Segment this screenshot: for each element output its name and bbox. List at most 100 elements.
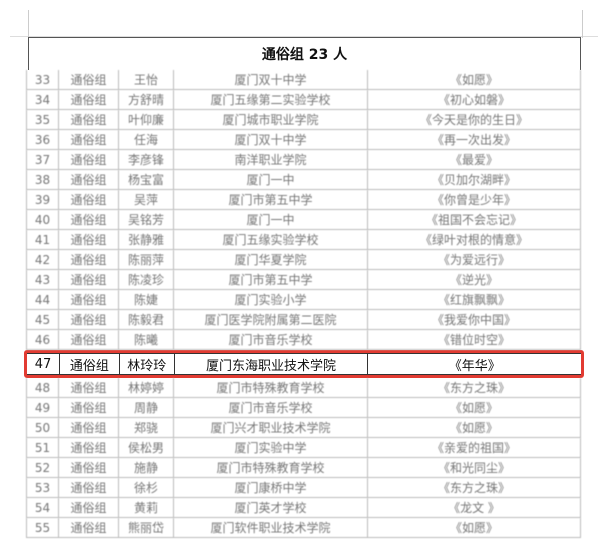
cell-song: 《逆光》 <box>367 270 581 289</box>
cell-school: 厦门一中 <box>173 210 367 229</box>
cell-number: 52 <box>26 458 58 477</box>
cell-group: 通俗组 <box>58 310 118 329</box>
cell-song: 《亲爱的祖国》 <box>367 438 581 457</box>
table-row: 44 通俗组 陈婕 厦门实验小学 《红旗飘飘》 <box>26 290 581 310</box>
table-row: 46 通俗组 陈曦 厦门市音乐学校 《错位时空》 <box>26 330 581 350</box>
cell-song: 《最爱》 <box>367 150 581 169</box>
cell-group: 通俗组 <box>58 210 118 229</box>
cell-number: 53 <box>26 478 58 497</box>
table-row: 48 通俗组 林婷婷 厦门市特殊教育学校 《东方之珠》 <box>26 378 581 398</box>
cell-number: 55 <box>26 518 58 537</box>
cell-group: 通俗组 <box>58 270 118 289</box>
cell-number: 43 <box>26 270 58 289</box>
cell-song: 《年华》 <box>367 354 581 374</box>
cell-group: 通俗组 <box>58 478 118 497</box>
cell-group: 通俗组 <box>58 518 118 537</box>
cell-song: 《今天是你的生日》 <box>367 110 581 129</box>
cell-number: 37 <box>26 150 58 169</box>
table-row: 53 通俗组 徐杉 厦门康桥中学 《东方之珠》 <box>26 478 581 498</box>
cell-name: 徐杉 <box>118 478 173 497</box>
cell-school: 厦门五缘实验学校 <box>173 230 367 249</box>
cell-song: 《龙文 》 <box>367 498 581 517</box>
cell-school: 厦门城市职业学院 <box>173 110 367 129</box>
cell-number: 40 <box>26 210 58 229</box>
cell-song: 《你曾是少年》 <box>367 190 581 209</box>
cell-number: 33 <box>26 70 58 89</box>
cell-song: 《东方之珠》 <box>367 478 581 497</box>
cell-school: 厦门英才学校 <box>173 498 367 517</box>
cell-name: 杨宝富 <box>118 170 173 189</box>
cell-name: 吴铭芳 <box>118 210 173 229</box>
cell-song: 《如愿》 <box>367 398 581 417</box>
cell-name: 陈凌珍 <box>118 270 173 289</box>
page-edge-line <box>10 36 598 37</box>
highlighted-row-box: 47 通俗组 林玲玲 厦门东海职业技术学院 《年华》 <box>24 350 584 378</box>
cell-name: 周静 <box>118 398 173 417</box>
table-row: 41 通俗组 张静雅 厦门五缘实验学校 《绿叶对根的情意》 <box>26 230 581 250</box>
table-row: 40 通俗组 吴铭芳 厦门一中 《祖国不会忘记》 <box>26 210 581 230</box>
cell-group: 通俗组 <box>58 130 118 149</box>
table-row: 39 通俗组 吴萍 厦门市第五中学 《你曾是少年》 <box>26 190 581 210</box>
cell-name: 张静雅 <box>118 230 173 249</box>
cell-group: 通俗组 <box>58 438 118 457</box>
cell-group: 通俗组 <box>58 190 118 209</box>
cell-name: 施静 <box>118 458 173 477</box>
cell-group: 通俗组 <box>58 250 118 269</box>
table-row: 52 通俗组 施静 厦门市特殊教育学校 《和光同尘》 <box>26 458 581 478</box>
cell-name: 林婷婷 <box>118 378 173 397</box>
cell-group: 通俗组 <box>58 418 118 437</box>
cell-name: 林玲玲 <box>118 354 174 374</box>
cell-name: 叶仰廉 <box>118 110 173 129</box>
cell-group: 通俗组 <box>58 230 118 249</box>
cell-song: 《错位时空》 <box>367 330 581 349</box>
cell-name: 陈丽萍 <box>118 250 173 269</box>
cell-number: 46 <box>26 330 58 349</box>
cell-song: 《和光同尘》 <box>367 458 581 477</box>
cell-number: 47 <box>34 356 52 372</box>
cell-number: 50 <box>26 418 58 437</box>
table-row: 42 通俗组 陈丽萍 厦门华夏学院 《为爱远行》 <box>26 250 581 270</box>
cell-group: 通俗组 <box>58 150 118 169</box>
cell-song: 《贝加尔湖畔》 <box>367 170 581 189</box>
cell-number: 36 <box>26 130 58 149</box>
cell-group: 通俗组 <box>58 398 118 417</box>
cell-school: 厦门一中 <box>173 170 367 189</box>
table-row: 38 通俗组 杨宝富 厦门一中 《贝加尔湖畔》 <box>26 170 581 190</box>
cell-song: 《再一次出发》 <box>367 130 581 149</box>
cell-group: 通俗组 <box>58 170 118 189</box>
cell-school: 厦门市音乐学校 <box>173 398 367 417</box>
cell-school: 厦门双十中学 <box>173 70 367 89</box>
highlighted-table-row: 47 通俗组 林玲玲 厦门东海职业技术学院 《年华》 <box>27 353 581 375</box>
cell-group: 通俗组 <box>58 458 118 477</box>
table-row: 35 通俗组 叶仰廉 厦门城市职业学院 《今天是你的生日》 <box>26 110 581 130</box>
cell-name: 陈曦 <box>118 330 173 349</box>
cell-number: 35 <box>26 110 58 129</box>
cell-group: 通俗组 <box>58 110 118 129</box>
cell-number: 44 <box>26 290 58 309</box>
cell-school: 厦门双十中学 <box>173 130 367 149</box>
cell-group: 通俗组 <box>58 378 118 397</box>
cell-name: 吴萍 <box>118 190 173 209</box>
table-row: 49 通俗组 周静 厦门市音乐学校 《如愿》 <box>26 398 581 418</box>
cell-school: 厦门五缘第二实验学校 <box>173 90 367 109</box>
cell-group: 通俗组 <box>58 70 118 89</box>
cell-school: 厦门软件职业技术学院 <box>173 518 367 537</box>
table-row: 36 通俗组 任海 厦门双十中学 《再一次出发》 <box>26 130 581 150</box>
cell-group: 通俗组 <box>58 330 118 349</box>
cell-school: 厦门华夏学院 <box>173 250 367 269</box>
cell-song: 《如愿》 <box>367 518 581 537</box>
cell-name: 任海 <box>118 130 173 149</box>
table-row: 50 通俗组 郑骁 厦门兴才职业技术学院 《如愿》 <box>26 418 581 438</box>
cell-song: 《如愿》 <box>367 70 581 89</box>
cell-number: 41 <box>26 230 58 249</box>
cell-name: 侯松男 <box>118 438 173 457</box>
table-title: 通俗组 23 人 <box>28 37 581 70</box>
cell-group: 通俗组 <box>58 354 119 374</box>
cell-school: 厦门东海职业技术学院 <box>173 354 368 374</box>
cell-school: 厦门市音乐学校 <box>173 330 367 349</box>
cell-group: 通俗组 <box>58 290 118 309</box>
page-edge-right <box>582 10 583 38</box>
cell-song: 《如愿》 <box>367 418 581 437</box>
cell-school: 厦门康桥中学 <box>173 478 367 497</box>
table-row: 37 通俗组 李彦锋 南洋职业学院 《最爱》 <box>26 150 581 170</box>
